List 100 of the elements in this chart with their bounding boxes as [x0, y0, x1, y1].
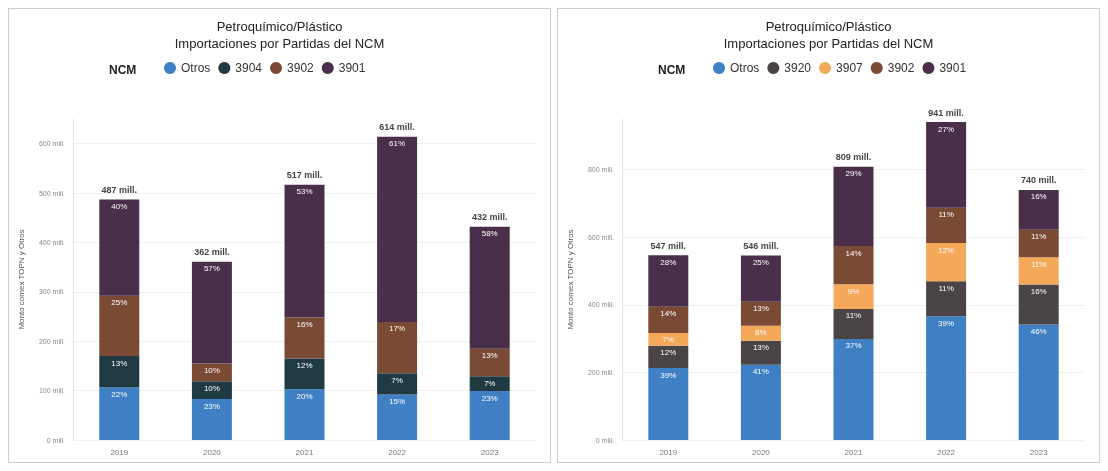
bar	[926, 316, 967, 440]
annotation: 28%	[660, 257, 677, 267]
annotation: 10%	[203, 383, 220, 393]
y-axis-title: Monto comex TOPN y Otros	[565, 229, 575, 330]
annotation: 40%	[111, 202, 128, 211]
bar	[648, 345, 689, 369]
bar	[377, 321, 418, 374]
annotation: 39%	[938, 318, 955, 328]
y-axis-title: Monto comex TOPN y Otros	[16, 229, 26, 330]
x-tick-label: 2019	[110, 447, 129, 457]
legend-label: 3901	[338, 61, 366, 75]
annotation: 12%	[938, 245, 955, 255]
annotation: 8%	[755, 328, 767, 338]
bar	[469, 376, 510, 392]
bar	[377, 373, 418, 395]
bar	[833, 338, 874, 440]
annotation: 7%	[391, 375, 403, 385]
bar	[191, 381, 232, 400]
bar	[1018, 284, 1059, 325]
legend-label: Otros	[730, 61, 760, 75]
x-tick-label: 2022	[937, 447, 956, 457]
legend-label: 3904	[235, 61, 263, 75]
x-tick-label: 2019	[659, 447, 678, 457]
bar	[833, 284, 874, 309]
bar	[833, 246, 874, 285]
annotation: 22%	[111, 389, 128, 399]
bar	[99, 356, 140, 388]
bar	[648, 368, 689, 440]
bar	[284, 184, 325, 318]
bar	[648, 332, 689, 346]
legend-label: Otros	[181, 61, 211, 75]
bar	[377, 136, 418, 322]
annotation: 14%	[845, 248, 862, 258]
annotation: 25%	[752, 258, 769, 268]
x-tick-label: 2020	[752, 447, 771, 457]
legend-label: 3902	[887, 61, 915, 75]
total-label: 740 mill.	[1020, 175, 1057, 186]
x-tick-label: 2023	[1029, 447, 1049, 457]
annotation: 9%	[847, 286, 860, 296]
bar	[740, 325, 781, 341]
bar	[926, 207, 967, 244]
bar	[99, 199, 140, 296]
annotation: 11%	[1030, 259, 1047, 269]
annotation: 58%	[481, 229, 498, 239]
bar	[1018, 189, 1059, 230]
total-label: 432 mill.	[471, 212, 508, 223]
legend-label: 3902	[287, 61, 315, 75]
annotation: 11%	[845, 311, 862, 321]
annotation: 46%	[1030, 326, 1047, 336]
annotation: 14%	[660, 309, 677, 319]
legend-label: 3920	[784, 61, 812, 75]
total-label: 362 mill.	[194, 247, 230, 258]
legend-title: NCM	[658, 63, 686, 77]
total-label: 941 mill.	[928, 107, 964, 118]
x-tick-label: 2020	[203, 447, 222, 457]
chart-title: Petroquímico/Plástico Importaciones por Partidas del NCM	[174, 19, 385, 51]
total-label: 487 mill.	[101, 185, 138, 195]
bar	[469, 348, 510, 377]
legend-label: 3907	[836, 61, 864, 75]
annotation: 11%	[1030, 232, 1047, 242]
bar	[1018, 324, 1059, 440]
annotation: 37%	[845, 341, 862, 351]
bar	[926, 122, 967, 208]
annotation: 25%	[111, 298, 128, 308]
bar	[740, 255, 781, 302]
chart-title: Petroquímico/Plástico Importaciones por Partidas del NCM	[723, 19, 934, 51]
annotation: 11%	[938, 283, 954, 293]
annotation: 15%	[389, 397, 406, 407]
bar	[1018, 257, 1059, 285]
annotation: 29%	[845, 169, 862, 179]
total-label: 809 mill.	[835, 152, 872, 163]
bar	[740, 340, 781, 365]
total-label: 614 mill.	[379, 122, 415, 133]
bar	[926, 243, 967, 282]
bar	[469, 226, 510, 349]
annotation: 13%	[111, 358, 128, 368]
annotation: 16%	[1030, 192, 1047, 202]
annotation: 12%	[296, 361, 313, 371]
bar	[377, 394, 418, 440]
annotation: 41%	[752, 367, 769, 377]
bar	[740, 364, 781, 440]
bar	[926, 281, 967, 317]
annotation: 12%	[660, 348, 677, 358]
annotation: 23%	[203, 401, 220, 411]
bar	[284, 317, 325, 359]
bar	[648, 255, 689, 307]
bar	[191, 261, 232, 364]
legend-label: 3901	[939, 61, 967, 75]
annotation: 16%	[1030, 287, 1047, 297]
annotation: 17%	[389, 324, 406, 334]
total-label: 546 mill.	[743, 241, 779, 252]
annotation: 61%	[389, 139, 406, 149]
annotation: 27%	[938, 124, 955, 134]
annotation: 23%	[481, 393, 498, 403]
bar	[284, 389, 325, 440]
annotation: 39%	[660, 370, 677, 380]
annotation: 13%	[752, 304, 769, 314]
bar	[99, 295, 140, 357]
annotation: 7%	[483, 378, 496, 388]
annotation: 53%	[296, 187, 313, 197]
